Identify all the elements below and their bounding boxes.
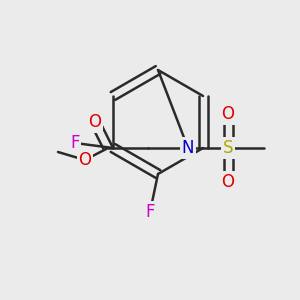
Text: O: O	[221, 105, 235, 123]
Text: S: S	[223, 139, 233, 157]
Text: O: O	[221, 173, 235, 191]
Text: N: N	[182, 139, 194, 157]
Text: F: F	[70, 134, 80, 152]
Text: F: F	[145, 203, 155, 221]
Text: O: O	[88, 113, 101, 131]
Text: O: O	[79, 151, 92, 169]
